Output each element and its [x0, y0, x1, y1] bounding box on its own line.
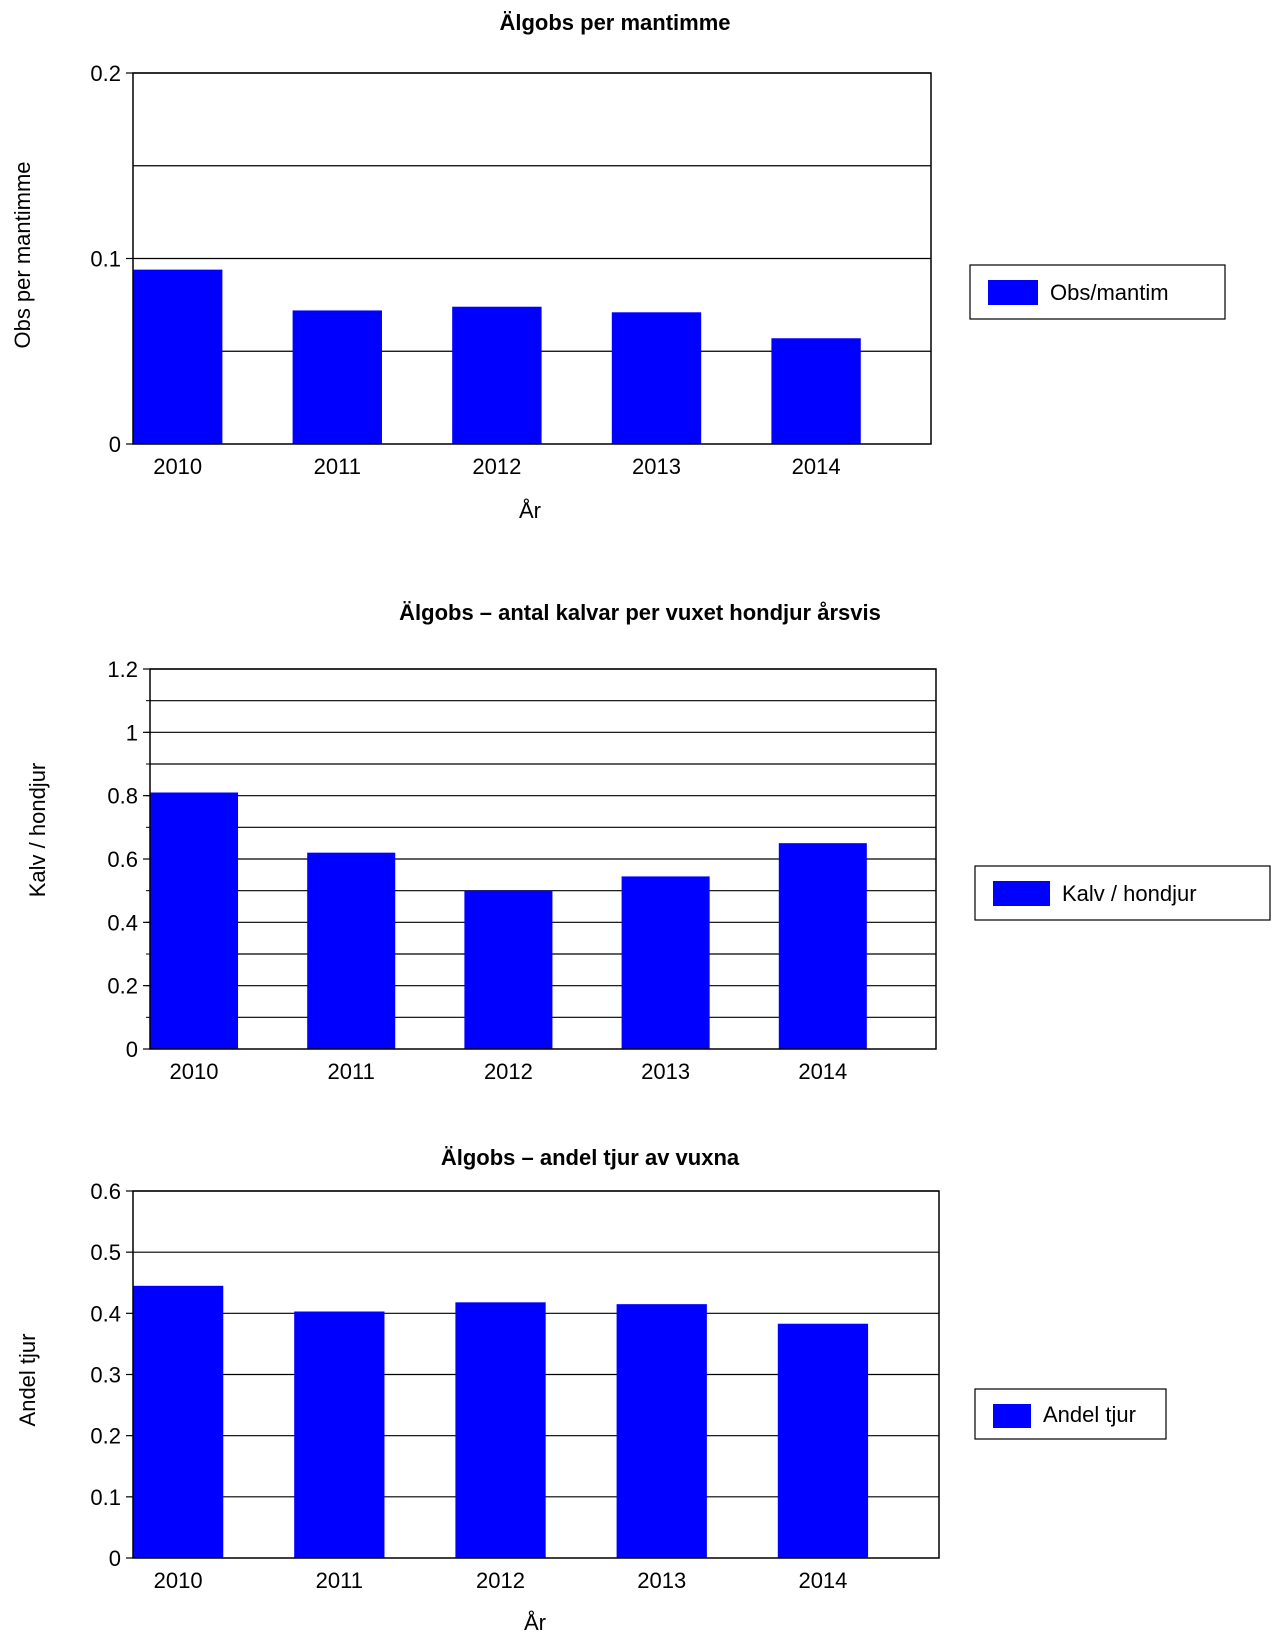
y-axis-label: Andel tjur — [15, 1334, 40, 1427]
x-axis-label: År — [524, 1610, 546, 1635]
chart-obs-per-mantimme: Älgobs per mantimme Obs per mantimme År … — [0, 0, 1280, 540]
x-axis-label: År — [519, 498, 541, 523]
legend-label: Kalv / hondjur — [1062, 881, 1197, 906]
x-tick-label: 2012 — [472, 454, 521, 479]
bar-2013 — [621, 876, 710, 1049]
bar-2014 — [777, 1323, 869, 1558]
y-tick-label: 0.1 — [90, 247, 121, 272]
x-tick-label: 2011 — [328, 1059, 375, 1084]
chart-svg: Älgobs – antal kalvar per vuxet hondjur … — [25, 600, 1271, 1084]
chart-andel-tjur: Älgobs – andel tjur av vuxna Andel tjur … — [0, 1135, 1280, 1636]
y-tick-label: 0 — [109, 432, 121, 457]
x-tick-label: 2010 — [154, 1568, 203, 1593]
legend-swatch — [988, 280, 1038, 305]
bar-2012 — [452, 306, 542, 444]
legend-label: Andel tjur — [1043, 1402, 1136, 1427]
y-tick-label: 0.6 — [107, 847, 138, 872]
y-axis-label: Kalv / hondjur — [25, 763, 50, 898]
bar-2012 — [464, 890, 553, 1049]
y-tick-label: 1.2 — [107, 657, 138, 682]
bar-2014 — [778, 843, 867, 1049]
bar-2013 — [611, 312, 702, 444]
x-tick-label: 2013 — [637, 1568, 686, 1593]
legend-swatch — [993, 881, 1050, 906]
x-tick-label: 2013 — [632, 454, 681, 479]
y-tick-label: 0.4 — [107, 910, 138, 935]
bar-2010 — [150, 792, 239, 1049]
chart-title: Älgobs per mantimme — [499, 10, 730, 35]
y-tick-label: 0.1 — [90, 1485, 121, 1510]
y-tick-label: 0 — [126, 1037, 138, 1062]
y-tick-label: 0.4 — [90, 1301, 121, 1326]
y-tick-label: 1 — [126, 720, 138, 745]
y-tick-label: 0.6 — [90, 1179, 121, 1204]
bar-2012 — [455, 1302, 546, 1558]
x-tick-label: 2012 — [484, 1059, 533, 1084]
bar-2011 — [294, 1311, 385, 1558]
y-tick-label: 0.3 — [90, 1363, 121, 1388]
legend: Kalv / hondjur — [974, 865, 1271, 921]
chart-svg: Älgobs – andel tjur av vuxna Andel tjur … — [15, 1145, 1167, 1635]
x-tick-label: 2014 — [792, 454, 841, 479]
legend-swatch — [993, 1404, 1031, 1428]
bar-2013 — [616, 1304, 707, 1558]
bar-2011 — [307, 852, 396, 1049]
x-tick-label: 2011 — [316, 1568, 363, 1593]
x-tick-label: 2014 — [798, 1568, 847, 1593]
legend: Andel tjur — [974, 1388, 1167, 1440]
y-tick-label: 0.8 — [107, 784, 138, 809]
y-axis-label: Obs per mantimme — [10, 161, 35, 348]
y-tick-label: 0.5 — [90, 1240, 121, 1265]
x-tick-label: 2010 — [153, 454, 202, 479]
chart-kalvar-per-hondjur: Älgobs – antal kalvar per vuxet hondjur … — [0, 590, 1280, 1100]
bar-2014 — [771, 338, 861, 444]
x-tick-label: 2013 — [641, 1059, 690, 1084]
chart-svg: Älgobs per mantimme Obs per mantimme År … — [10, 10, 1226, 523]
bar-2010 — [133, 1285, 224, 1558]
x-tick-label: 2014 — [798, 1059, 847, 1084]
chart-title: Älgobs – andel tjur av vuxna — [441, 1145, 740, 1170]
y-tick-label: 0.2 — [107, 974, 138, 999]
bar-2011 — [292, 310, 382, 444]
x-tick-label: 2010 — [170, 1059, 219, 1084]
x-tick-label: 2012 — [476, 1568, 525, 1593]
x-tick-label: 2011 — [314, 454, 361, 479]
y-tick-label: 0.2 — [90, 1424, 121, 1449]
chart-title: Älgobs – antal kalvar per vuxet hondjur … — [399, 600, 881, 625]
y-tick-label: 0.2 — [90, 61, 121, 86]
legend-label: Obs/mantim — [1050, 280, 1169, 305]
bar-2010 — [133, 269, 223, 444]
legend: Obs/mantim — [969, 264, 1226, 320]
y-tick-label: 0 — [109, 1546, 121, 1571]
